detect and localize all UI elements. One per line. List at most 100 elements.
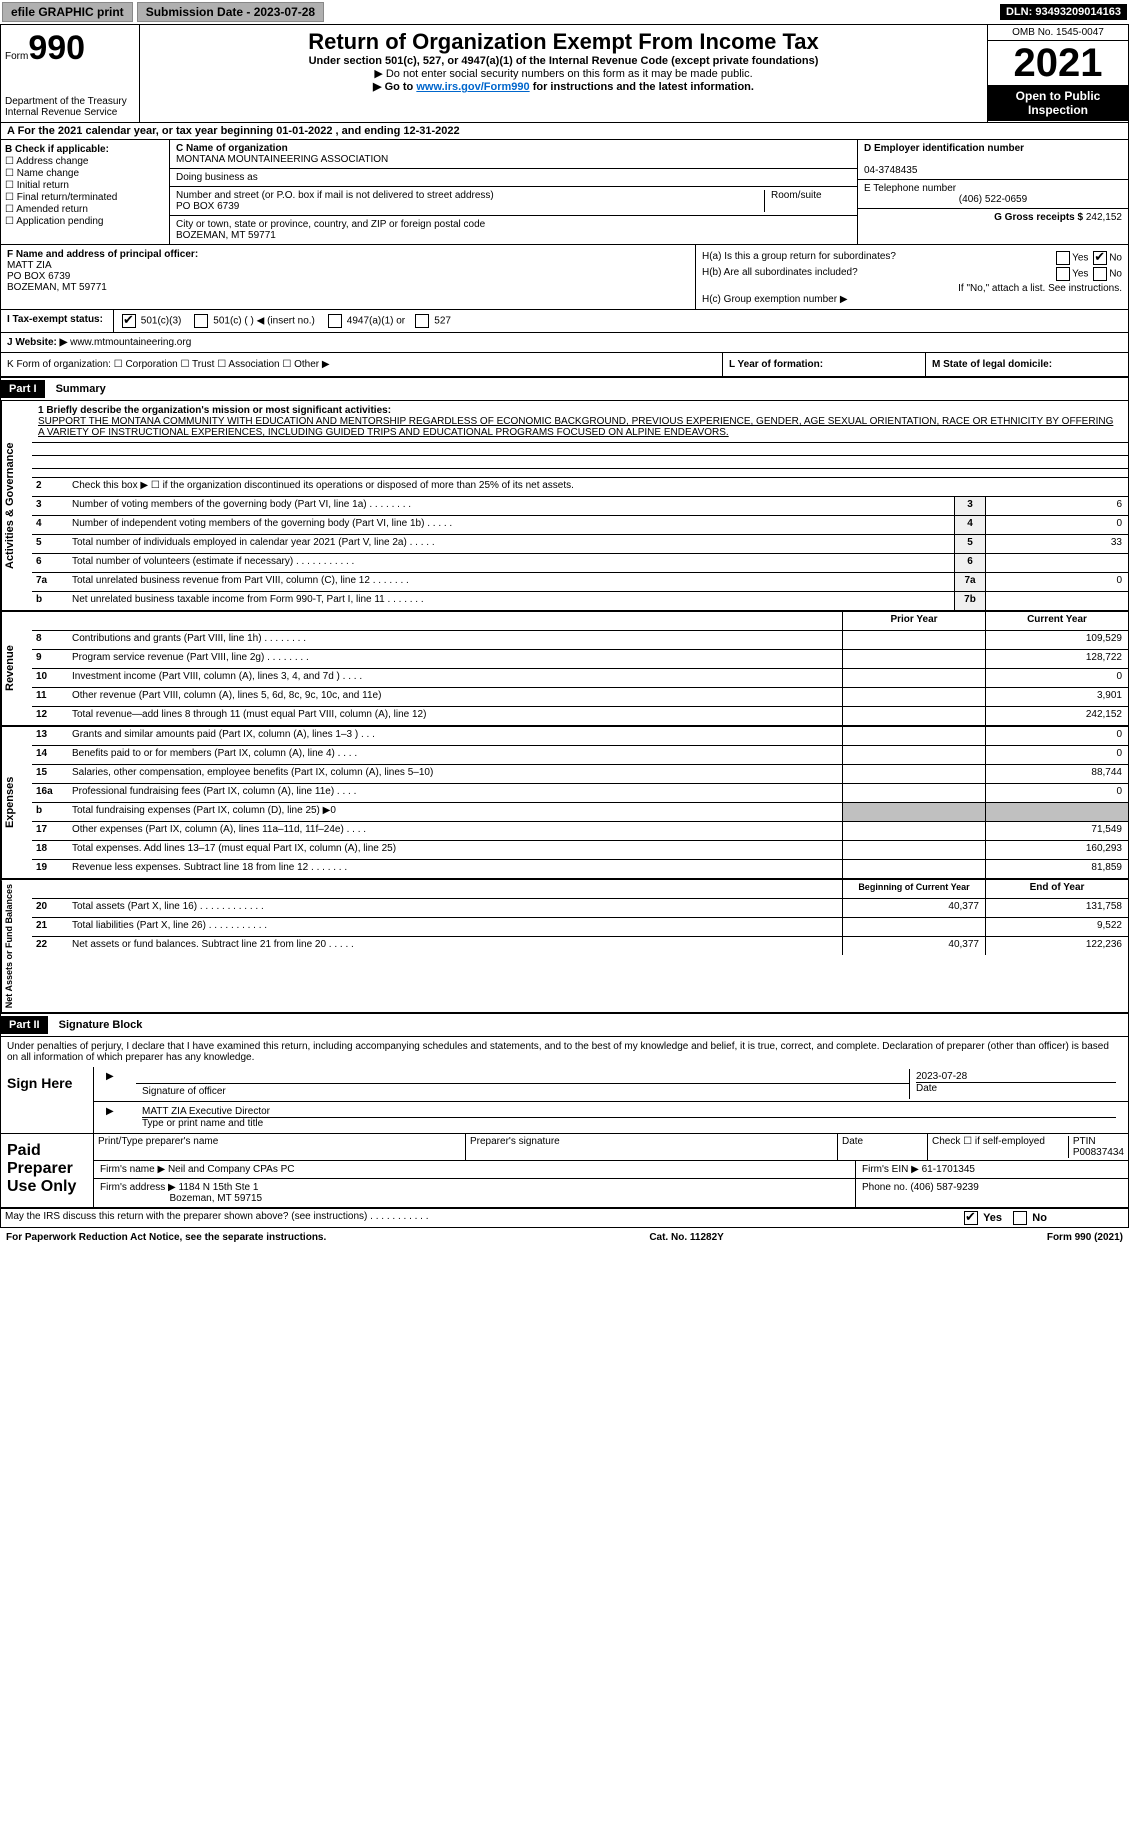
row-k-form-org: K Form of organization: ☐ Corporation ☐ … bbox=[1, 353, 722, 376]
line-num: 18 bbox=[32, 841, 68, 859]
line-value: 0 bbox=[985, 516, 1128, 534]
preparer-sig-hdr: Preparer's signature bbox=[466, 1134, 838, 1161]
line-num: 16a bbox=[32, 784, 68, 802]
line-text: Total expenses. Add lines 13–17 (must eq… bbox=[68, 841, 842, 859]
self-employed-chk[interactable]: Check ☐ if self-employed bbox=[932, 1136, 1068, 1158]
hb-no[interactable] bbox=[1093, 267, 1107, 281]
prior-value bbox=[842, 688, 985, 706]
chk-501c3[interactable] bbox=[122, 314, 136, 328]
row-l-year: L Year of formation: bbox=[729, 359, 823, 370]
vtab-revenue: Revenue bbox=[1, 612, 32, 725]
print-name-label: Type or print name and title bbox=[142, 1118, 1116, 1129]
line-num: b bbox=[32, 592, 68, 610]
chk-app-pending[interactable]: ☐ Application pending bbox=[5, 216, 165, 227]
discuss-text: May the IRS discuss this return with the… bbox=[1, 1209, 956, 1227]
discuss-yes[interactable] bbox=[964, 1211, 978, 1225]
prior-value bbox=[842, 803, 985, 821]
line-num: 8 bbox=[32, 631, 68, 649]
footer-paperwork: For Paperwork Reduction Act Notice, see … bbox=[6, 1232, 326, 1243]
line-value: 0 bbox=[985, 573, 1128, 591]
chk-501c[interactable] bbox=[194, 314, 208, 328]
current-value: 9,522 bbox=[985, 918, 1128, 936]
chk-name-change[interactable]: ☐ Name change bbox=[5, 168, 165, 179]
firm-addr2: Bozeman, MT 59715 bbox=[169, 1193, 262, 1204]
line-text: Total number of volunteers (estimate if … bbox=[68, 554, 954, 572]
line-box: 5 bbox=[954, 535, 985, 553]
row-m-state: M State of legal domicile: bbox=[932, 359, 1052, 370]
submission-date-button[interactable]: Submission Date - 2023-07-28 bbox=[137, 2, 324, 22]
prior-value bbox=[842, 860, 985, 878]
current-value: 3,901 bbox=[985, 688, 1128, 706]
line-box: 3 bbox=[954, 497, 985, 515]
chk-final-return[interactable]: ☐ Final return/terminated bbox=[5, 192, 165, 203]
hc-label: H(c) Group exemption number ▶ bbox=[702, 294, 1122, 305]
hb-yes[interactable] bbox=[1056, 267, 1070, 281]
prior-value bbox=[842, 918, 985, 936]
line-num: 15 bbox=[32, 765, 68, 783]
prior-value bbox=[842, 650, 985, 668]
ptin-label: PTIN bbox=[1073, 1136, 1096, 1147]
current-value: 128,722 bbox=[985, 650, 1128, 668]
form-label: Form bbox=[5, 51, 28, 62]
col-end-year: End of Year bbox=[985, 880, 1128, 898]
line-num: 10 bbox=[32, 669, 68, 687]
street-value: PO BOX 6739 bbox=[176, 201, 764, 212]
prior-value bbox=[842, 727, 985, 745]
current-value: 122,236 bbox=[985, 937, 1128, 955]
chk-initial-return[interactable]: ☐ Initial return bbox=[5, 180, 165, 191]
chk-4947[interactable] bbox=[328, 314, 342, 328]
gross-label: G Gross receipts $ bbox=[994, 212, 1083, 223]
current-value: 0 bbox=[985, 746, 1128, 764]
current-value: 109,529 bbox=[985, 631, 1128, 649]
phone-label: E Telephone number bbox=[864, 183, 956, 194]
footer-form: Form 990 (2021) bbox=[1047, 1232, 1123, 1243]
sig-officer-label: Signature of officer bbox=[136, 1083, 909, 1099]
line-num: 20 bbox=[32, 899, 68, 917]
omb-number: OMB No. 1545-0047 bbox=[988, 25, 1128, 41]
irs-link[interactable]: www.irs.gov/Form990 bbox=[416, 81, 529, 93]
line-num: 21 bbox=[32, 918, 68, 936]
open-public-badge: Open to Public Inspection bbox=[988, 85, 1128, 121]
line-text: Total assets (Part X, line 16) . . . . .… bbox=[68, 899, 842, 917]
vtab-expenses: Expenses bbox=[1, 727, 32, 878]
line-value bbox=[985, 592, 1128, 610]
ha-no[interactable] bbox=[1093, 251, 1107, 265]
prior-value bbox=[842, 669, 985, 687]
ssn-note: ▶ Do not enter social security numbers o… bbox=[148, 67, 979, 80]
line-num: 13 bbox=[32, 727, 68, 745]
line-value: 6 bbox=[985, 497, 1128, 515]
current-value: 160,293 bbox=[985, 841, 1128, 859]
mission-text: SUPPORT THE MONTANA COMMUNITY WITH EDUCA… bbox=[38, 416, 1113, 438]
dln-label: DLN: 93493209014163 bbox=[1000, 4, 1127, 20]
sign-date-value: 2023-07-28 bbox=[916, 1071, 1116, 1082]
irs-label: Internal Revenue Service bbox=[5, 107, 135, 118]
form-header: Form990 Department of the Treasury Inter… bbox=[1, 25, 1128, 123]
line-num: 9 bbox=[32, 650, 68, 668]
prior-value bbox=[842, 841, 985, 859]
col-b-checkboxes: B Check if applicable: ☐ Address change … bbox=[1, 140, 170, 244]
chk-527[interactable] bbox=[415, 314, 429, 328]
efile-button[interactable]: efile GRAPHIC print bbox=[2, 2, 133, 22]
chk-address-change[interactable]: ☐ Address change bbox=[5, 156, 165, 167]
prior-value bbox=[842, 746, 985, 764]
line-box: 4 bbox=[954, 516, 985, 534]
dept-treasury: Department of the Treasury bbox=[5, 96, 135, 107]
current-value: 242,152 bbox=[985, 707, 1128, 725]
discuss-no[interactable] bbox=[1013, 1211, 1027, 1225]
vtab-governance: Activities & Governance bbox=[1, 401, 32, 610]
line-value bbox=[985, 554, 1128, 572]
prior-value bbox=[842, 707, 985, 725]
prior-value: 40,377 bbox=[842, 899, 985, 917]
line-value: 33 bbox=[985, 535, 1128, 553]
top-toolbar: efile GRAPHIC print Submission Date - 20… bbox=[0, 0, 1129, 24]
col-prior-year: Prior Year bbox=[842, 612, 985, 630]
gross-value: 242,152 bbox=[1086, 212, 1122, 223]
line-box: 7b bbox=[954, 592, 985, 610]
ha-label: H(a) Is this a group return for subordin… bbox=[702, 251, 1054, 265]
chk-amended[interactable]: ☐ Amended return bbox=[5, 204, 165, 215]
city-label: City or town, state or province, country… bbox=[176, 219, 851, 230]
ha-yes[interactable] bbox=[1056, 251, 1070, 265]
line-text: Number of independent voting members of … bbox=[68, 516, 954, 534]
line-num: 19 bbox=[32, 860, 68, 878]
line-box: 7a bbox=[954, 573, 985, 591]
